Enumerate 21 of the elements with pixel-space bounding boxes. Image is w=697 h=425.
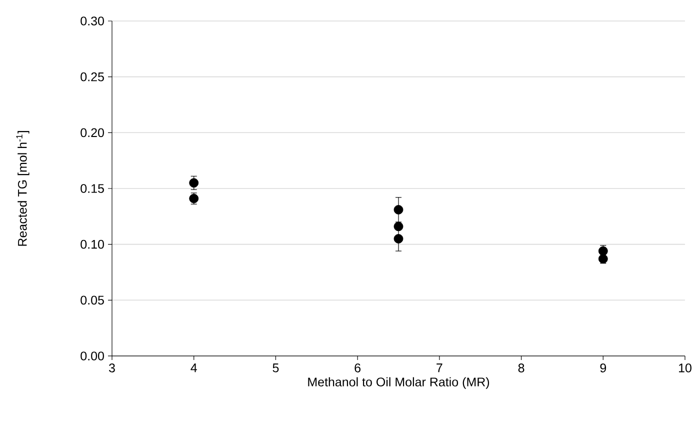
x-axis-title: Methanol to Oil Molar Ratio (MR) bbox=[308, 377, 490, 389]
point bbox=[394, 222, 404, 232]
x-tick-label: 3 bbox=[109, 364, 115, 372]
x-tick-label: 5 bbox=[272, 364, 279, 372]
y-tick-label: 0.15 bbox=[80, 184, 104, 193]
y-tick-label: 0.00 bbox=[80, 352, 104, 360]
y-tick-label: 0.25 bbox=[80, 72, 104, 82]
point bbox=[394, 234, 404, 244]
x-tick-label: 8 bbox=[518, 364, 524, 372]
x-tick-label: 6 bbox=[354, 364, 360, 372]
y-tick-label: 0.05 bbox=[80, 296, 104, 305]
point bbox=[189, 178, 199, 188]
y-tick-label: 0.30 bbox=[80, 16, 104, 26]
y-axis-title: Reacted TG [mol h$^{-1}$] bbox=[16, 131, 30, 246]
x-tick-label: 4 bbox=[190, 364, 197, 372]
x-tick-label: 10 bbox=[678, 364, 692, 372]
y-tick-label: 0.20 bbox=[80, 128, 104, 138]
y-tick-label: 0.10 bbox=[80, 240, 104, 249]
point bbox=[394, 205, 404, 214]
x-tick-label: 7 bbox=[436, 364, 442, 372]
x-tick-label: 9 bbox=[600, 364, 606, 372]
